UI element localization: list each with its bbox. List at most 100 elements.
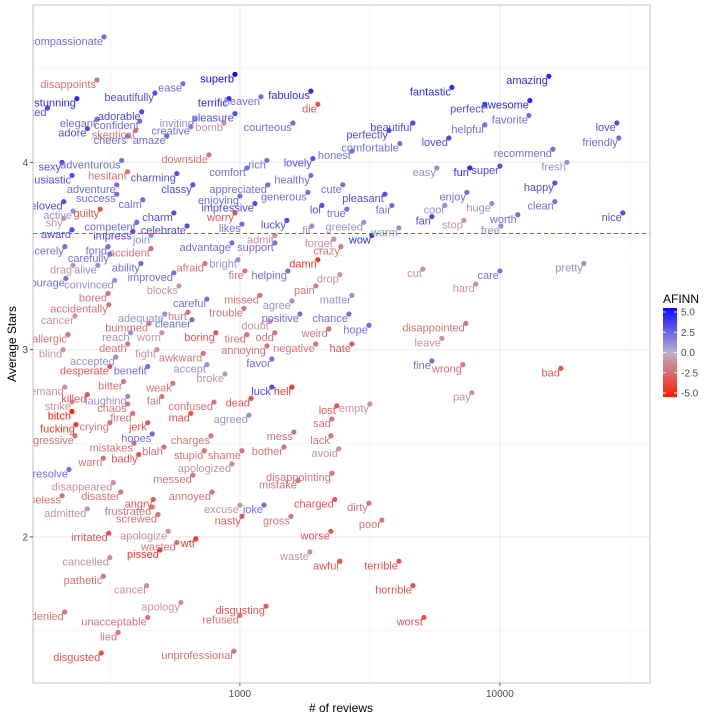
point-label: wasted <box>140 542 176 554</box>
point-label: lovely <box>284 158 313 170</box>
point <box>204 362 210 368</box>
point <box>272 330 278 336</box>
point <box>237 193 243 199</box>
point <box>267 318 273 325</box>
point-label: adorable <box>98 111 141 123</box>
x-tick-label: 1000 <box>229 689 252 700</box>
point <box>170 380 176 386</box>
point <box>95 262 101 268</box>
point-label: worn <box>136 332 161 344</box>
point-label: annoying <box>221 345 266 357</box>
point-label: empty <box>339 403 369 415</box>
point-label: stunning <box>34 98 76 110</box>
point <box>614 120 620 126</box>
point <box>145 614 151 621</box>
point-label: nice <box>602 212 622 224</box>
point <box>164 133 170 139</box>
point <box>84 391 90 398</box>
point <box>313 341 319 347</box>
point <box>114 182 120 188</box>
point <box>546 73 552 79</box>
point-label: useless <box>24 495 62 507</box>
point-label: cute <box>321 184 342 196</box>
point-label: disappointed <box>402 322 464 334</box>
point <box>190 182 196 188</box>
point-label: mistakes <box>89 442 133 454</box>
point-label: negative <box>273 343 315 355</box>
point-label: terrific <box>198 98 228 110</box>
point <box>434 165 440 171</box>
point-label: screwed <box>116 513 157 525</box>
point-label: alive <box>74 264 97 276</box>
point <box>290 120 296 126</box>
point-label: careful <box>173 298 206 310</box>
point-label: mad <box>169 412 190 424</box>
point <box>211 399 217 405</box>
point <box>130 410 136 416</box>
point-label: fail <box>147 395 161 407</box>
point-label: hell <box>274 386 291 398</box>
point <box>349 292 355 298</box>
point-label: pleasure <box>192 113 234 125</box>
point <box>98 650 104 656</box>
point <box>310 155 316 162</box>
point-label: worry <box>206 212 234 224</box>
point-label: ease <box>158 83 182 95</box>
point-label: angry <box>125 498 153 510</box>
point <box>558 365 564 371</box>
point <box>100 455 106 461</box>
point-label: fresh <box>541 161 565 173</box>
point-label: doubt <box>241 321 269 333</box>
point-label: fair <box>376 204 392 216</box>
point-label: tired <box>225 334 246 346</box>
point <box>134 219 140 225</box>
point-label: bright <box>209 259 237 271</box>
point <box>118 489 124 495</box>
point-label: perfect <box>450 103 484 115</box>
point-label: admit <box>247 234 274 246</box>
point <box>552 180 558 186</box>
point-label: impress <box>93 231 132 243</box>
point <box>155 511 161 518</box>
plot-area: compassionate superb disappoints ease beauti… <box>24 34 650 664</box>
point <box>145 420 151 426</box>
point-label: compassionate <box>29 36 103 48</box>
y-axis-title: Average Stars <box>5 306 19 382</box>
point-label: laughing <box>85 395 127 407</box>
point-label: bummed <box>105 322 148 334</box>
point-label: dirty <box>347 502 368 514</box>
point-label: happy <box>524 182 554 194</box>
point <box>410 583 416 589</box>
point-label: annoyed <box>169 491 211 503</box>
point-label: recommend <box>494 148 552 160</box>
point <box>482 101 488 107</box>
legend-title: AFINN <box>663 292 699 306</box>
point <box>65 332 71 338</box>
point <box>66 466 72 473</box>
point-label: wow <box>348 234 371 246</box>
point-label: stop <box>442 219 463 231</box>
point <box>61 215 67 222</box>
point <box>498 223 504 229</box>
point-label: creative <box>151 126 190 138</box>
point <box>62 609 68 615</box>
point-label: guilty <box>73 208 99 220</box>
point-label: beautifully <box>104 92 154 104</box>
point-label: pay <box>453 392 471 404</box>
point-label: superb <box>200 73 234 85</box>
point-label: charming <box>131 173 176 185</box>
point-label: charged <box>294 498 334 510</box>
point-label: drop <box>317 274 339 286</box>
point-label: apologized <box>178 463 231 475</box>
axes: 2 3 4 1000 10000 <box>22 158 514 700</box>
point <box>70 262 76 268</box>
point <box>113 354 119 360</box>
point <box>114 191 120 197</box>
point-label: warn <box>77 457 102 469</box>
point-label: rich <box>248 159 266 171</box>
point-label: lol <box>310 204 321 216</box>
point <box>464 189 470 195</box>
point <box>100 573 106 579</box>
point-label: killed <box>61 394 86 406</box>
point <box>201 448 207 454</box>
